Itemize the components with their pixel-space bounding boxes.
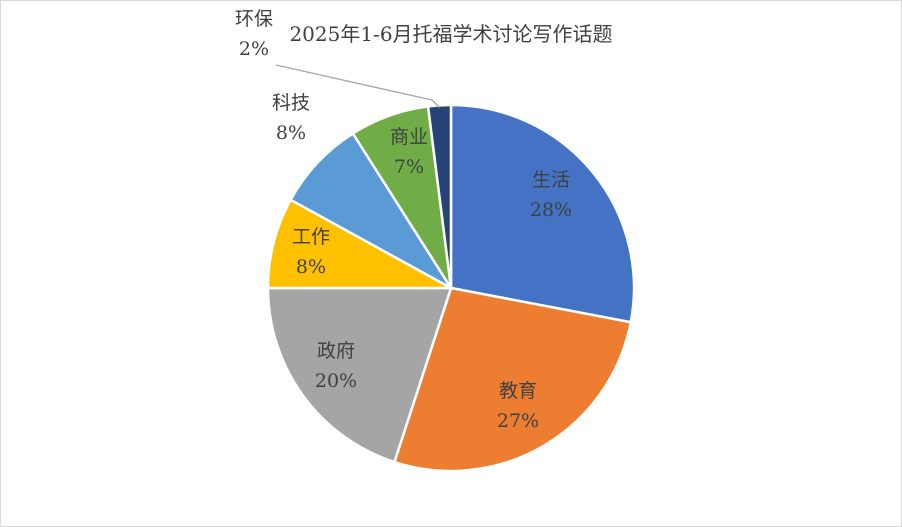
pie-slice-4 bbox=[266, 198, 453, 290]
pie-slice-7 bbox=[426, 103, 453, 290]
slice-label-category-7: 环保 bbox=[235, 8, 273, 30]
slice-label-percent-1: 28% bbox=[530, 199, 572, 221]
slice-label-percent-2: 27% bbox=[497, 410, 539, 432]
slice-label-category-6: 商业 bbox=[390, 126, 428, 148]
slice-label-percent-5: 8% bbox=[276, 122, 306, 144]
slice-label-percent-7: 2% bbox=[239, 38, 269, 60]
leader-line-7 bbox=[275, 64, 440, 108]
pie-slice-3 bbox=[266, 286, 453, 464]
slice-label-category-3: 政府 bbox=[317, 340, 355, 362]
slice-label-percent-4: 8% bbox=[296, 256, 326, 278]
pie-slices bbox=[266, 103, 636, 473]
leader-lines bbox=[275, 64, 440, 108]
slice-label-percent-3: 20% bbox=[315, 370, 357, 392]
slice-label-category-4: 工作 bbox=[292, 226, 330, 248]
slice-label-category-2: 教育 bbox=[499, 380, 537, 402]
slice-label-category-1: 生活 bbox=[532, 169, 570, 191]
pie-slice-2 bbox=[393, 286, 633, 473]
data-labels: 生活 28% 教育 27% 政府 20% 工作 8% 科技 8% 商业 7% 环保 2% bbox=[235, 8, 572, 432]
pie-slice-5 bbox=[289, 132, 453, 290]
slice-label-category-5: 科技 bbox=[272, 92, 310, 114]
pie-slice-1 bbox=[449, 103, 636, 324]
chart-title: 2025年1-6月托福学术讨论写作话题 bbox=[289, 22, 613, 46]
slice-label-percent-6: 7% bbox=[394, 156, 424, 178]
